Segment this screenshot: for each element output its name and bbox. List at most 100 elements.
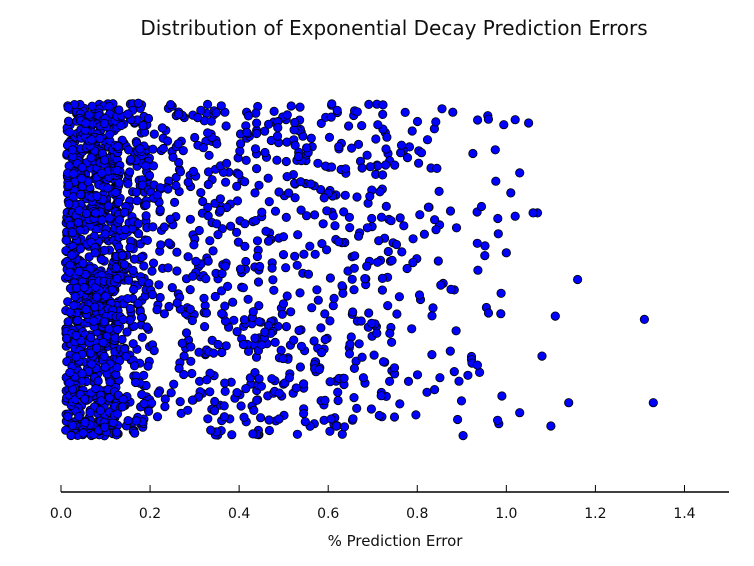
data-point — [312, 285, 322, 295]
data-point — [264, 197, 274, 207]
data-point — [448, 107, 458, 117]
data-point — [117, 250, 127, 261]
data-point — [375, 187, 385, 197]
data-point — [358, 373, 368, 383]
data-point — [232, 326, 242, 337]
data-point — [446, 284, 456, 294]
data-point — [148, 161, 159, 171]
data-point — [152, 190, 162, 200]
data-point — [183, 177, 193, 187]
data-point — [210, 291, 220, 302]
data-point — [117, 334, 127, 345]
data-point — [296, 341, 307, 351]
data-point — [172, 247, 182, 257]
data-point — [483, 114, 493, 124]
data-point — [80, 394, 90, 404]
data-point — [99, 245, 110, 255]
data-point — [240, 177, 250, 187]
data-point — [185, 284, 195, 295]
data-point — [131, 416, 141, 426]
data-point — [129, 254, 139, 264]
data-point — [437, 104, 447, 114]
data-point — [99, 155, 110, 165]
data-point — [480, 241, 490, 251]
data-point — [80, 417, 90, 427]
data-point — [391, 239, 402, 250]
data-point — [390, 160, 400, 170]
data-point — [334, 237, 344, 247]
data-point — [135, 144, 145, 154]
data-point — [160, 401, 170, 412]
data-point — [300, 417, 310, 427]
data-point — [144, 170, 155, 180]
data-point — [240, 241, 250, 251]
data-point — [100, 362, 110, 372]
data-point — [648, 398, 658, 408]
data-point — [376, 212, 387, 222]
data-point — [64, 378, 75, 388]
data-point — [506, 188, 516, 198]
data-point — [77, 369, 87, 379]
data-point — [210, 396, 220, 407]
data-point — [77, 174, 87, 184]
data-point — [380, 160, 391, 170]
data-point — [252, 128, 262, 139]
data-point — [286, 307, 296, 317]
data-point — [386, 216, 396, 226]
data-point — [381, 201, 391, 211]
data-point — [112, 409, 123, 419]
data-point — [143, 361, 153, 371]
x-tick-label: 1.2 — [584, 506, 606, 522]
data-point — [61, 333, 72, 344]
data-point — [254, 300, 264, 311]
data-point — [193, 113, 203, 123]
data-point — [172, 298, 182, 308]
data-point — [278, 299, 289, 309]
data-point — [354, 339, 364, 349]
data-point — [274, 414, 284, 424]
data-point — [163, 184, 173, 194]
data-point — [167, 282, 177, 293]
data-point — [128, 339, 138, 349]
data-point — [124, 145, 134, 155]
data-point — [121, 351, 131, 361]
data-point — [419, 229, 429, 239]
data-point — [345, 223, 355, 233]
data-point — [454, 376, 464, 386]
data-point — [171, 181, 181, 191]
data-point — [89, 316, 99, 326]
x-tick-label: 1.0 — [495, 506, 517, 522]
data-point — [472, 238, 482, 248]
data-point — [69, 300, 79, 310]
data-point — [66, 430, 76, 441]
data-point — [276, 345, 286, 355]
data-point — [268, 275, 278, 285]
data-point — [322, 206, 332, 216]
data-point — [99, 118, 109, 129]
data-point — [196, 188, 206, 198]
data-point — [86, 332, 96, 343]
data-point — [129, 361, 140, 371]
data-point — [232, 387, 242, 398]
data-point — [528, 208, 538, 218]
data-point — [309, 210, 320, 220]
data-point — [188, 166, 199, 176]
data-point — [153, 388, 163, 398]
data-point — [203, 256, 213, 266]
data-point — [319, 193, 329, 203]
data-point — [74, 206, 84, 216]
data-point — [392, 309, 402, 319]
data-point — [174, 109, 184, 119]
data-point — [337, 429, 347, 439]
data-point — [433, 256, 443, 266]
data-point — [260, 327, 270, 337]
data-point — [241, 256, 251, 267]
data-point — [468, 148, 478, 159]
data-point — [316, 118, 326, 129]
data-point — [270, 337, 280, 347]
data-point — [112, 427, 122, 437]
data-point — [345, 339, 355, 349]
data-point — [149, 345, 159, 356]
data-point — [408, 234, 418, 244]
data-point — [257, 207, 267, 217]
